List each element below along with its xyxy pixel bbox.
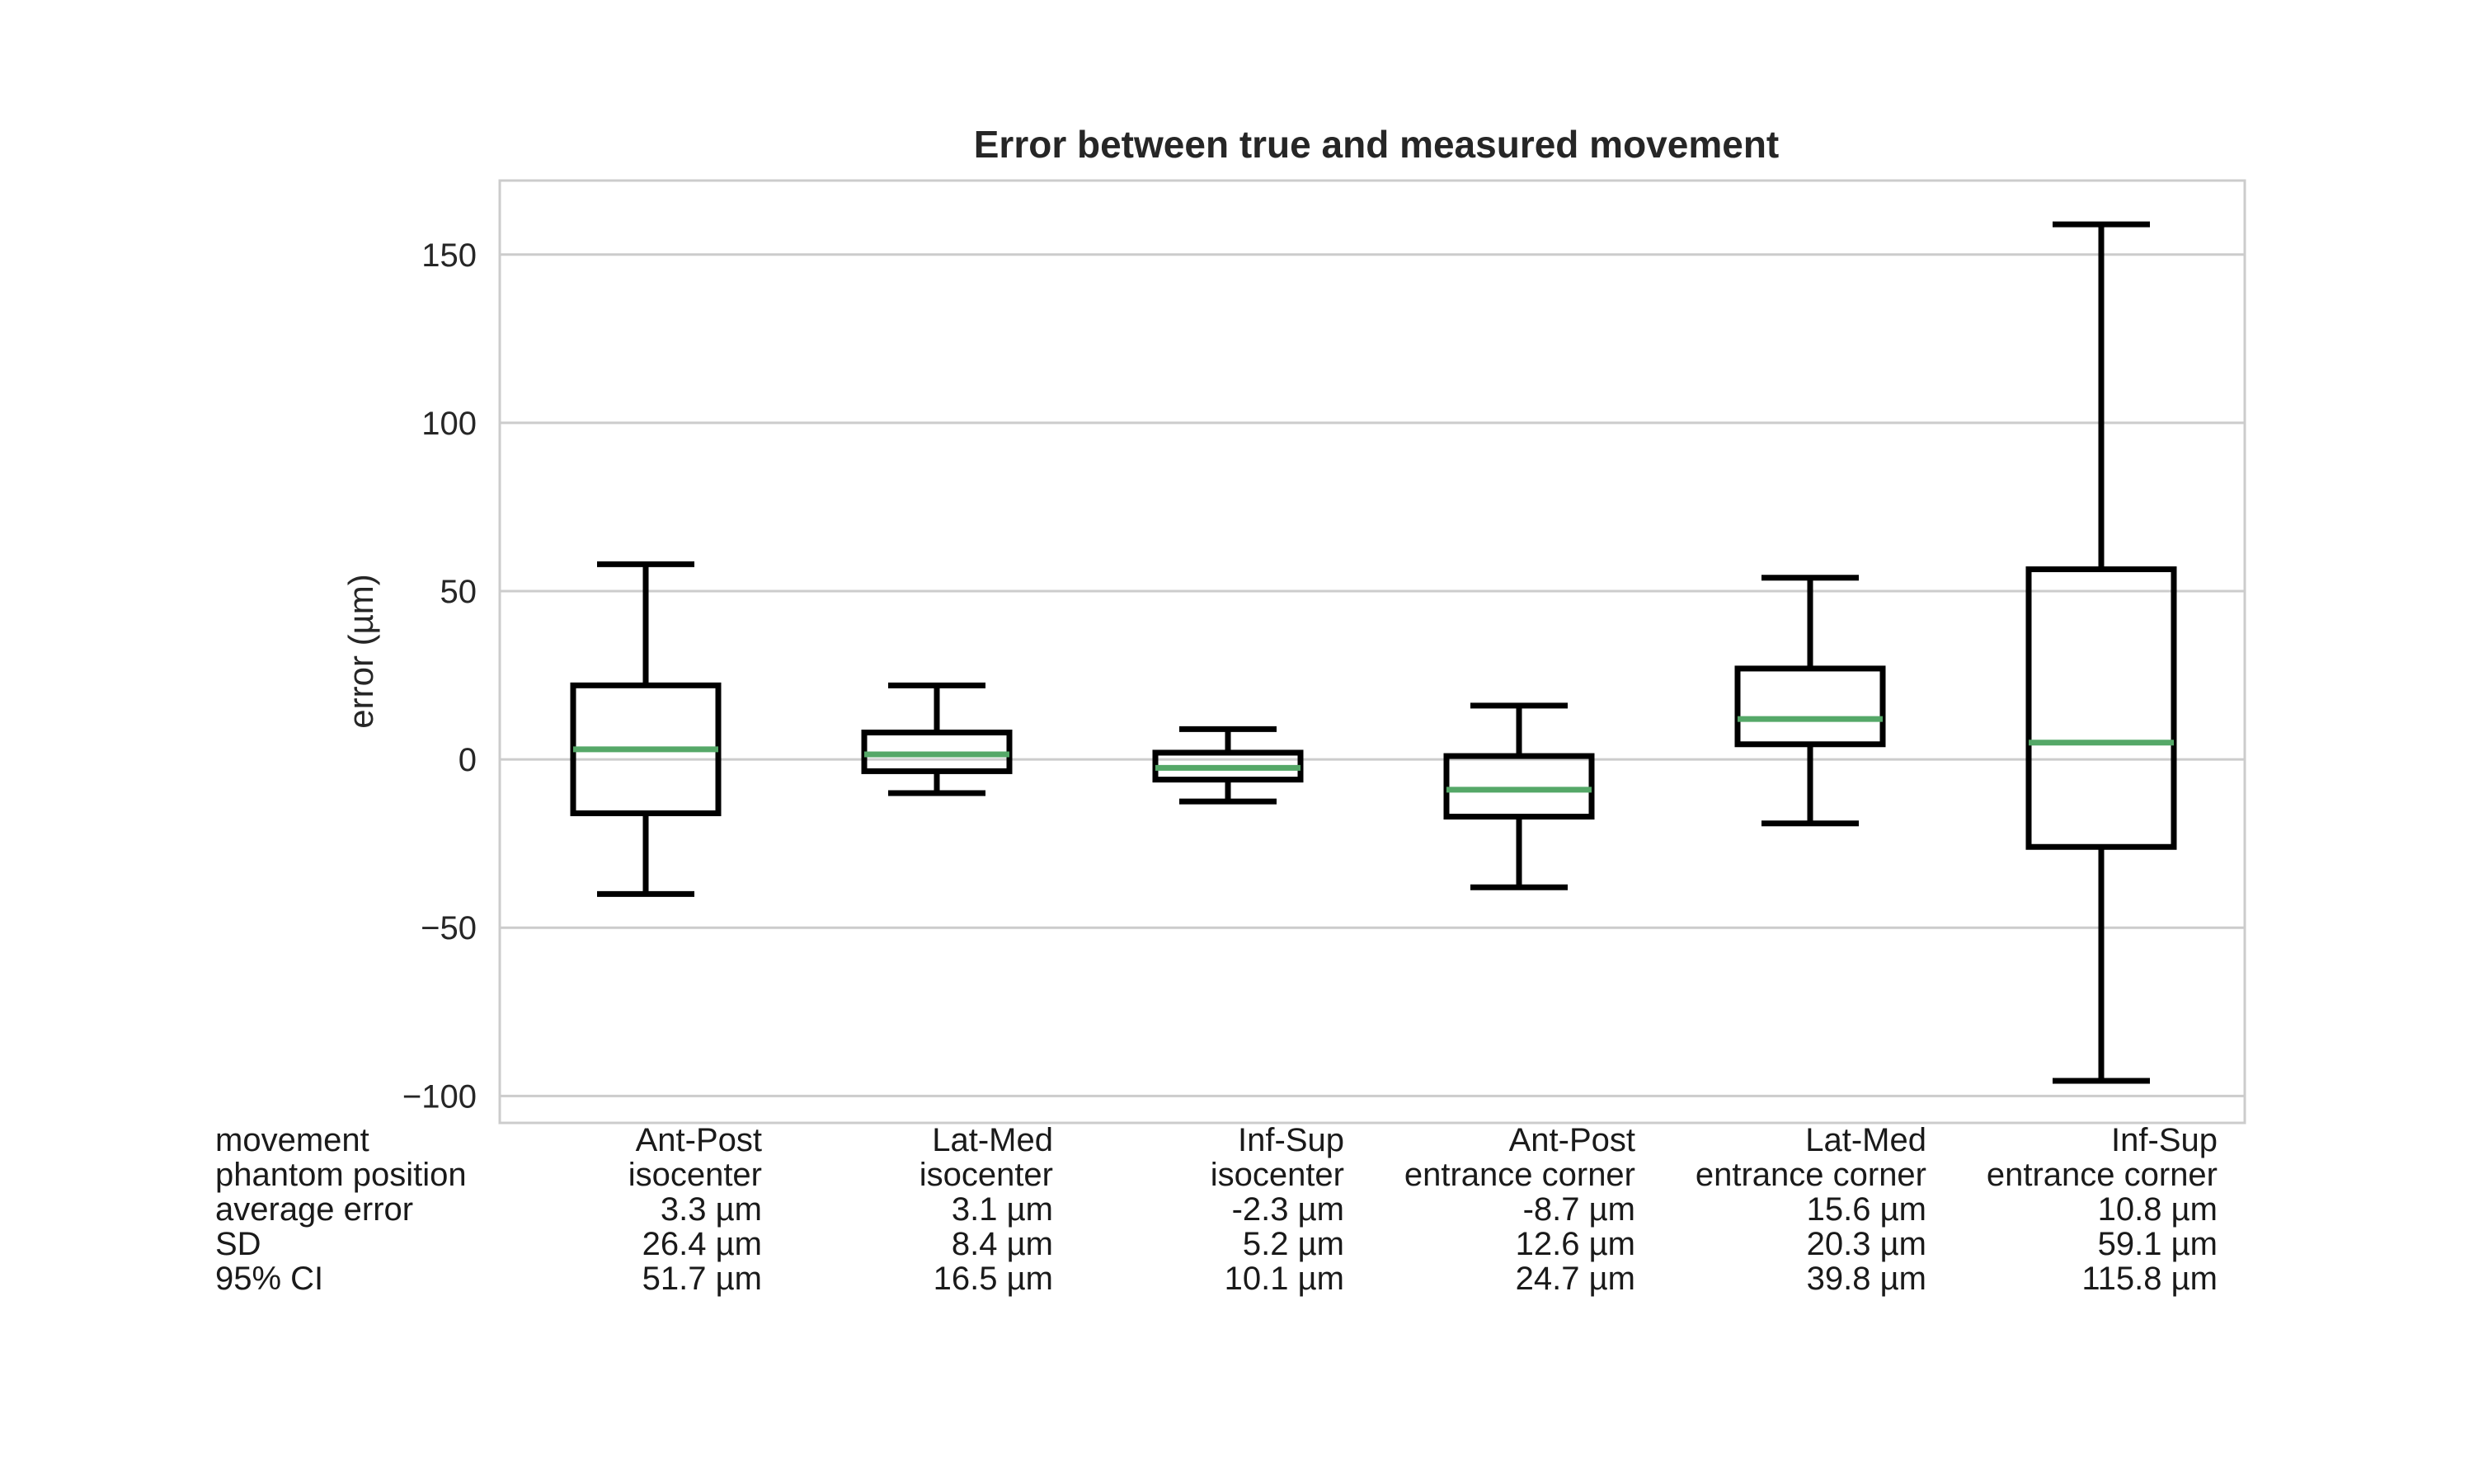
box-2 xyxy=(861,682,1013,796)
box-1 xyxy=(570,561,722,897)
box-4 xyxy=(1443,702,1595,890)
table-cell: 24.7 µm xyxy=(1516,1261,1635,1297)
table-cell: isocenter xyxy=(628,1157,762,1193)
table-cell: Inf-Sup xyxy=(1238,1122,1344,1158)
y-axis-ticks: 150 100 50 0 −50 −100 xyxy=(402,237,477,1115)
table-cell: isocenter xyxy=(1211,1157,1344,1193)
iqr-box xyxy=(2025,566,2177,850)
table-cell: entrance corner xyxy=(1404,1157,1635,1193)
table-row-label: average error xyxy=(215,1191,413,1228)
y-tick-label: 150 xyxy=(421,237,477,274)
y-tick-label: 50 xyxy=(440,574,477,610)
table-cell: Ant-Post xyxy=(636,1122,762,1158)
table-row-label: phantom position xyxy=(215,1157,467,1193)
table-cell: 51.7 µm xyxy=(642,1261,762,1297)
table-cell: 8.4 µm xyxy=(952,1226,1053,1262)
y-tick-label: −100 xyxy=(402,1078,477,1115)
box-3 xyxy=(1152,726,1304,805)
table-row-label: 95% CI xyxy=(215,1261,323,1297)
table-cell: 3.3 µm xyxy=(661,1191,762,1228)
table-cell: -2.3 µm xyxy=(1232,1191,1344,1228)
table-cell: entrance corner xyxy=(1987,1157,2218,1193)
box-5 xyxy=(1734,575,1886,827)
iqr-box xyxy=(1443,753,1595,820)
table-cell: 12.6 µm xyxy=(1516,1226,1635,1262)
table-cell: Ant-Post xyxy=(1509,1122,1635,1158)
table-cell: 16.5 µm xyxy=(934,1261,1053,1297)
table-cell: -8.7 µm xyxy=(1523,1191,1635,1228)
table-cell: 59.1 µm xyxy=(2098,1226,2218,1262)
table-cell: 3.1 µm xyxy=(952,1191,1053,1228)
table-cell: Lat-Med xyxy=(932,1122,1053,1158)
table-cell: 115.8 µm xyxy=(2081,1261,2218,1297)
table-cell: 20.3 µm xyxy=(1807,1226,1926,1262)
boxes xyxy=(570,221,2177,1084)
table-cell: entrance corner xyxy=(1696,1157,1926,1193)
table-row-label: SD xyxy=(215,1226,261,1262)
y-tick-label: 100 xyxy=(421,406,477,442)
table-cell: 5.2 µm xyxy=(1243,1226,1344,1262)
plot-frame xyxy=(498,179,2246,1125)
table-row-label: movement xyxy=(215,1122,369,1158)
iqr-box xyxy=(1734,665,1886,748)
table-cell: 15.6 µm xyxy=(1807,1191,1926,1228)
table-cell: isocenter xyxy=(920,1157,1053,1193)
y-tick-label: 0 xyxy=(459,742,477,778)
box-6 xyxy=(2025,221,2177,1084)
table-cell: Lat-Med xyxy=(1805,1122,1926,1158)
y-axis-label: error (µm) xyxy=(341,574,380,729)
table-cell: 10.1 µm xyxy=(1225,1261,1344,1297)
gridlines xyxy=(500,253,2245,1097)
table-cell: Inf-Sup xyxy=(2111,1122,2218,1158)
chart-title: Error between true and measured movement xyxy=(974,123,1780,166)
y-tick-label: −50 xyxy=(421,910,477,946)
table-cell: 26.4 µm xyxy=(642,1226,762,1262)
table-cell: 39.8 µm xyxy=(1807,1261,1926,1297)
table-cell: 10.8 µm xyxy=(2098,1191,2218,1228)
